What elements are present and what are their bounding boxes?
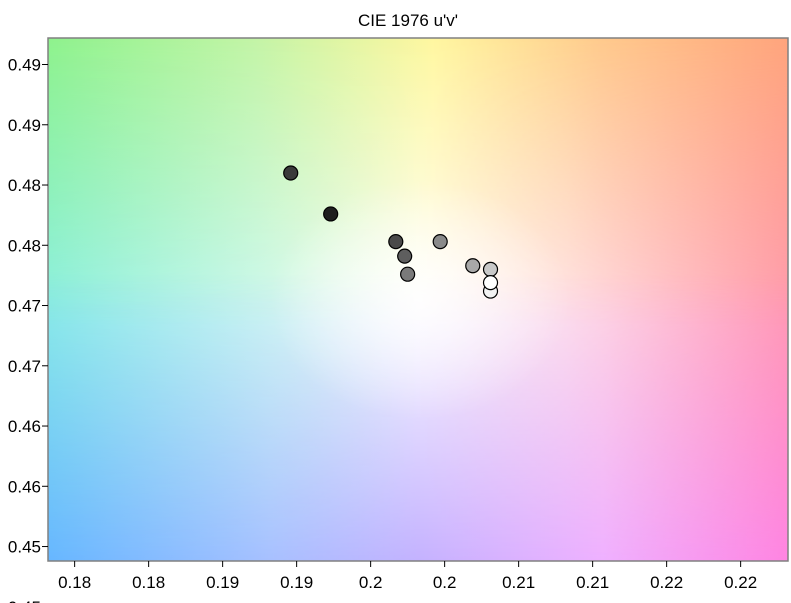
scatter-point <box>465 258 481 274</box>
scatter-point <box>283 165 299 181</box>
x-tick-label: 0.21 <box>576 573 609 592</box>
scatter-point <box>323 206 339 222</box>
y-tick-label: 0.49 <box>8 116 41 135</box>
scatter-point <box>400 266 416 282</box>
scatter-point <box>482 261 499 277</box>
y-tick-label: 0.47 <box>8 357 41 376</box>
y-tick-label: 0.48 <box>8 176 41 195</box>
x-axis: 0.18 0.18 0.19 0.19 0.2 0.2 0.21 0.21 0.22 0.22 <box>58 561 757 592</box>
y-tick-label: 0.46 <box>8 477 41 496</box>
scatter-point <box>482 275 499 291</box>
y-tick-label: 0.47 <box>8 297 41 316</box>
chromaticity-background <box>48 38 788 561</box>
x-tick-label: 0.18 <box>132 573 165 592</box>
x-tick-label: 0.22 <box>724 573 757 592</box>
scatter-point <box>397 248 413 264</box>
x-tick-label: 0.2 <box>433 573 457 592</box>
y-tick-label: 0.45 <box>8 598 41 603</box>
x-tick-label: 0.19 <box>206 573 239 592</box>
x-tick-label: 0.2 <box>359 573 383 592</box>
data-points <box>283 165 499 299</box>
x-tick-label: 0.22 <box>650 573 683 592</box>
scatter-point <box>388 234 404 250</box>
y-tick-label: 0.46 <box>8 417 41 436</box>
scatter-point <box>432 234 448 250</box>
y-tick-label: 0.48 <box>8 236 41 255</box>
x-tick-label: 0.19 <box>280 573 313 592</box>
x-tick-label: 0.18 <box>58 573 91 592</box>
y-tick-label: 0.49 <box>8 56 41 75</box>
chart-title: CIE 1976 u'v' <box>358 11 458 30</box>
x-tick-label: 0.21 <box>502 573 535 592</box>
y-axis: 0.49 0.49 0.48 0.48 0.47 0.47 0.46 0.46 0.45 0.45 <box>8 56 48 603</box>
plot-frame <box>47 37 789 562</box>
y-tick-label: 0.45 <box>8 538 41 557</box>
